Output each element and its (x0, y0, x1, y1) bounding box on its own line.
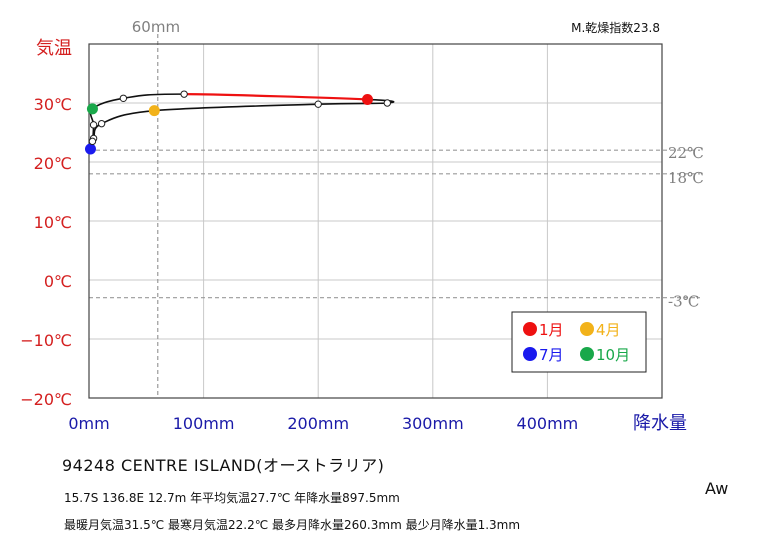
y-tick-label: 20℃ (34, 154, 72, 173)
x-tick-label: 300mm (402, 414, 464, 433)
station-summary: 15.7S 136.8E 12.7m 年平均気温27.7℃ 年降水量897.5m… (64, 491, 400, 505)
data-point-highlighted (86, 103, 98, 115)
y-tick-label: 0℃ (44, 272, 72, 291)
y-tick-label: −20℃ (20, 390, 72, 409)
y-axis-title: 気温 (36, 38, 72, 59)
y-tick-label: 10℃ (34, 213, 72, 232)
legend-marker (580, 322, 594, 336)
plot-frame (88, 43, 663, 399)
dryness-index: M.乾燥指数23.8 (571, 20, 660, 35)
reference-label-temperature: -3℃ (668, 293, 699, 311)
x-axis-title: 降水量 (633, 413, 687, 434)
legend-marker (523, 347, 537, 361)
data-point (314, 100, 322, 108)
legend-marker (523, 322, 537, 336)
data-point (119, 94, 128, 102)
reference-label-temperature: 22℃ (668, 144, 704, 162)
legend-box (511, 311, 647, 373)
legend-label: 10月 (596, 346, 630, 364)
legend-label: 4月 (596, 321, 621, 339)
x-tick-label: 100mm (173, 414, 235, 433)
legend-label: 1月 (539, 321, 564, 339)
reference-label-temperature: 18℃ (668, 169, 704, 187)
y-tick-label: −10℃ (20, 331, 72, 350)
series-segment-dec-jan (184, 93, 368, 101)
x-tick-label: 0mm (68, 414, 109, 433)
legend-marker (580, 347, 594, 361)
data-point (180, 90, 188, 98)
station-title: 94248 CENTRE ISLAND(オーストラリア) (62, 456, 385, 475)
data-point (88, 137, 97, 146)
data-point (89, 121, 98, 129)
series-segment (318, 102, 388, 105)
y-tick-label: 30℃ (34, 95, 72, 114)
data-point-highlighted (148, 105, 160, 117)
data-point-highlighted (361, 93, 373, 105)
data-point (383, 99, 392, 107)
x-tick-label: 200mm (287, 414, 349, 433)
station-extremes: 最暖月気温31.5℃ 最寒月気温22.2℃ 最多月降水量260.3mm 最少月降… (64, 518, 521, 532)
legend-label: 7月 (539, 346, 564, 364)
data-point (97, 119, 106, 128)
climate-classification: Aw (705, 479, 729, 498)
data-point-highlighted (84, 143, 96, 155)
reference-label-precipitation: 60mm (132, 18, 180, 36)
series-segment (154, 103, 319, 112)
x-tick-label: 400mm (517, 414, 579, 433)
